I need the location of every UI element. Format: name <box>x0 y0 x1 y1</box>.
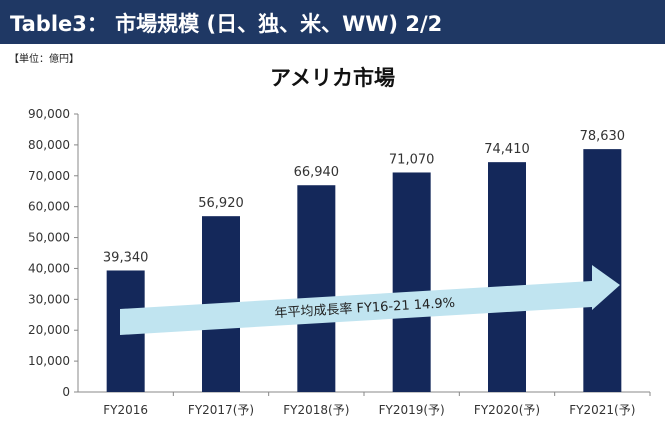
unit-label: 【単位：億円】 <box>9 54 79 65</box>
y-tick-label: 70,000 <box>28 169 70 183</box>
x-tick-label: FY2021(予) <box>569 403 635 417</box>
y-tick-label: 40,000 <box>28 261 70 275</box>
x-tick-label: FY2016 <box>103 403 148 417</box>
y-tick-label: 10,000 <box>28 354 70 368</box>
y-tick-label: 60,000 <box>28 200 70 214</box>
data-label: 56,920 <box>198 196 244 211</box>
bar <box>297 185 336 392</box>
bar <box>488 162 526 392</box>
y-tick-label: 80,000 <box>28 138 70 152</box>
header-bar: Table3： 市場規模 (日、独、米、WW) 2/2 <box>0 0 665 44</box>
x-tick-label: FY2020(予) <box>474 403 540 417</box>
header-title: Table3： 市場規模 (日、独、米、WW) 2/2 <box>10 12 443 36</box>
x-tick-label: FY2019(予) <box>379 403 445 417</box>
y-tick-label: 20,000 <box>28 323 70 337</box>
data-label: 39,340 <box>103 250 149 265</box>
y-tick-label: 30,000 <box>28 292 70 306</box>
chart-title: アメリカ市場 <box>270 66 395 90</box>
bar <box>583 149 622 392</box>
data-label: 71,070 <box>389 152 435 167</box>
bar <box>392 172 431 392</box>
data-label: 66,940 <box>294 165 340 180</box>
y-tick-label: 0 <box>62 385 70 399</box>
x-tick-label: FY2018(予) <box>283 403 349 417</box>
data-label: 78,630 <box>580 129 626 144</box>
x-tick-label: FY2017(予) <box>188 403 254 417</box>
data-label: 74,410 <box>484 142 530 157</box>
growth-arrow <box>120 265 620 335</box>
y-tick-label: 90,000 <box>28 107 70 121</box>
y-tick-label: 50,000 <box>28 231 70 245</box>
